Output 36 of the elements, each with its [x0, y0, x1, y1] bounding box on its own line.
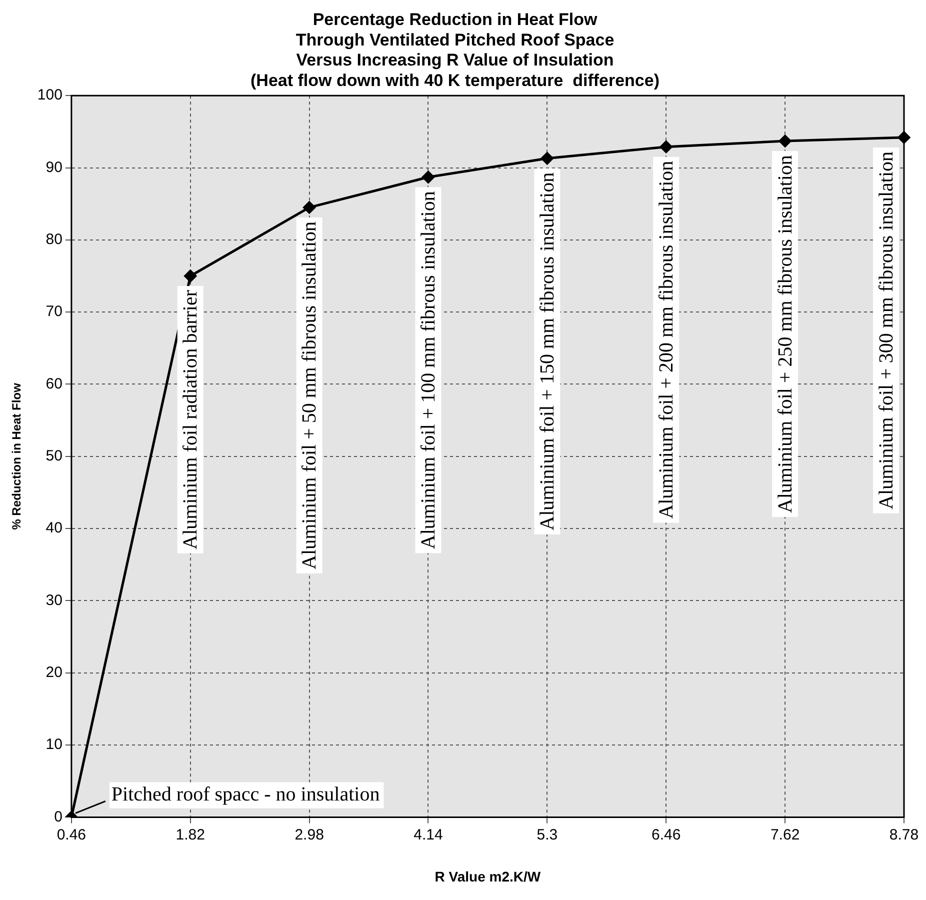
annotation: Aluminium foil + 150 mm fibrous insulation — [536, 172, 558, 530]
point — [540, 152, 554, 165]
x-tick-label: 0.46 — [56, 826, 86, 844]
y-tick-label: 80 — [46, 231, 62, 248]
annotation: Aluminium foil + 300 mm fibrous insulation — [875, 151, 898, 510]
y-tick-label: 100 — [37, 86, 62, 104]
y-tick-label: 30 — [46, 592, 62, 609]
point — [422, 170, 435, 184]
y-tick-label: 10 — [46, 736, 62, 754]
annotation: Aluminium foil + 200 mm fibrous insulation — [655, 160, 678, 519]
point — [184, 270, 197, 282]
y-tick-label: 60 — [46, 375, 62, 392]
annotation: Aluminium foil + 250 mm fibrous insulation — [774, 155, 796, 514]
x-tick-label: 6.46 — [652, 826, 681, 844]
chart-title: Percentage Reduction in Heat Flow Through Ventilated Pitched Roof Space Versus Increasing R Value of Insulation (Heat flow down with 40 K temperature difference) — [250, 10, 660, 90]
y-tick-label: 40 — [46, 520, 62, 537]
x-tick-label: 4.14 — [414, 826, 443, 844]
x-tick-label: 8.78 — [889, 826, 919, 844]
y-tick-label: 0 — [54, 808, 62, 826]
annotation: Aluminium foil + 50 mm fibrous insulation — [298, 221, 321, 570]
annotation: Pitched roof spacc - no insulation — [111, 783, 380, 806]
y-tick-label: 20 — [46, 664, 62, 682]
x-tick-label: 2.98 — [294, 826, 324, 844]
y-tick-label: 70 — [46, 303, 62, 320]
annotation: Aluminium foil + 100 mm fibrous insulation — [417, 191, 440, 550]
x-tick-label: 1.82 — [176, 826, 205, 844]
point — [660, 140, 673, 154]
y-tick-label: 90 — [46, 158, 62, 176]
x-tick-label: 5.3 — [536, 826, 558, 844]
y-axis-title: % Reduction in Heat Flow — [10, 382, 24, 530]
x-tick-label: 7.62 — [770, 826, 800, 844]
point — [778, 134, 792, 148]
x-axis-title: R Value m2.K/W — [434, 868, 542, 884]
y-tick-label: 50 — [46, 448, 62, 465]
point — [302, 200, 316, 214]
annotation: Aluminium foil radiation barrier — [180, 290, 202, 550]
